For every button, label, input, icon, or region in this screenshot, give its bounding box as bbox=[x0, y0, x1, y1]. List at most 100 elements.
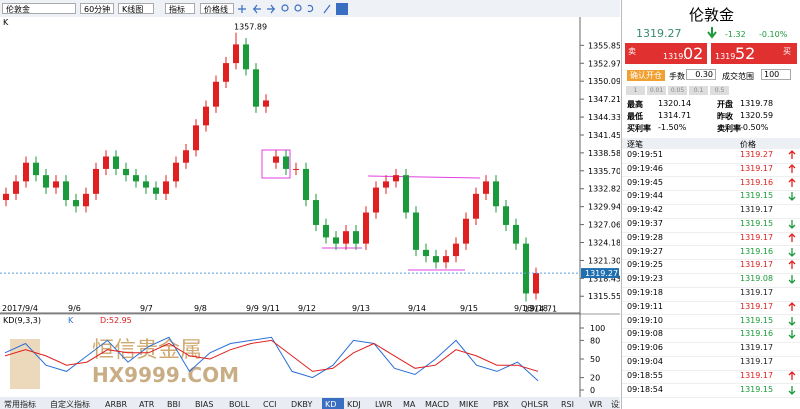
chart: K KD(9,3,3) K D:52.95 恒信贵金属 HX9999.COM 1… bbox=[0, 17, 620, 409]
y-tick-label: 1329.94 bbox=[588, 203, 620, 212]
tool-icons bbox=[238, 3, 348, 15]
tick-time: 09:19:06 bbox=[627, 343, 663, 353]
tick-price: 1319.17 bbox=[740, 343, 774, 353]
candle-body bbox=[203, 106, 209, 126]
tab[interactable]: KD bbox=[325, 400, 336, 409]
confirm-button[interactable]: 确认开仓 bbox=[627, 70, 665, 81]
tab[interactable]: 常用指标 bbox=[4, 399, 36, 409]
right-icon[interactable] bbox=[267, 4, 275, 14]
tick-price: 1319.17 bbox=[740, 301, 774, 311]
kd-tick-label: 100 bbox=[590, 324, 605, 333]
tick-arrow bbox=[788, 385, 796, 395]
buy-label: 买 bbox=[783, 47, 791, 56]
crosshair-icon[interactable] bbox=[238, 5, 246, 13]
tab[interactable]: BIAS bbox=[195, 400, 213, 409]
toolbar: 伦敦金 60分钟 K线图 指标 价格线 bbox=[0, 0, 620, 18]
kd-tick-label: 0 bbox=[590, 386, 595, 395]
y-tick-label: 1338.58 bbox=[588, 149, 620, 158]
sell-main: 1319. bbox=[663, 52, 686, 61]
price-line-select[interactable]: 价格线 bbox=[200, 3, 234, 14]
x-tick-label: 9/9 bbox=[246, 304, 259, 313]
tick-separator bbox=[622, 383, 800, 385]
kd-d-line bbox=[4, 339, 539, 372]
tab[interactable]: WR bbox=[589, 400, 603, 409]
link-icon[interactable] bbox=[336, 3, 348, 15]
tick-separator bbox=[622, 341, 800, 343]
period-select[interactable]: 60分钟 bbox=[80, 3, 114, 14]
lots-input[interactable]: 0.30 bbox=[686, 69, 716, 80]
quick-lots: 1 0.01 0.05 0.1 0.5 bbox=[626, 86, 800, 96]
candle-body bbox=[393, 175, 399, 182]
draw-icon[interactable] bbox=[323, 4, 331, 14]
quick-lot[interactable]: 1 bbox=[626, 86, 645, 95]
tab[interactable]: 设置 bbox=[611, 399, 620, 409]
candle-body bbox=[403, 175, 409, 213]
tab[interactable]: CCI bbox=[263, 400, 277, 409]
quick-lot[interactable]: 0.5 bbox=[710, 86, 729, 95]
tab[interactable]: MIKE bbox=[459, 400, 479, 409]
quick-lot[interactable]: 0.1 bbox=[689, 86, 708, 95]
tab[interactable]: BBI bbox=[167, 400, 180, 409]
tab[interactable]: DKBY bbox=[291, 400, 312, 409]
quick-lot[interactable]: 0.05 bbox=[668, 86, 687, 95]
tab[interactable]: MACD bbox=[425, 400, 449, 409]
candle-body bbox=[73, 200, 79, 207]
tab[interactable]: 自定义指标 bbox=[50, 399, 90, 409]
tick-price: 1319.15 bbox=[740, 384, 774, 394]
tick-time: 09:18:54 bbox=[627, 384, 663, 394]
candle-body bbox=[363, 212, 369, 244]
tab[interactable]: ATR bbox=[139, 400, 155, 409]
tick-time: 09:18:55 bbox=[627, 370, 663, 380]
candle-body bbox=[463, 218, 469, 244]
info-cell: 最低 bbox=[627, 112, 643, 121]
left-icon[interactable] bbox=[253, 4, 261, 14]
tick-arrow bbox=[788, 247, 796, 257]
x-tick-label: 9/6 bbox=[68, 304, 81, 313]
candle-body bbox=[443, 256, 449, 263]
tab[interactable]: MA bbox=[403, 400, 416, 409]
tab[interactable]: PBX bbox=[493, 400, 509, 409]
tick-arrow bbox=[788, 177, 796, 187]
indicator-select[interactable]: 指标 bbox=[165, 3, 195, 14]
zoom-in-icon[interactable] bbox=[281, 4, 289, 12]
zoom-out-icon[interactable] bbox=[294, 4, 302, 12]
tick-separator bbox=[622, 203, 800, 205]
tab[interactable]: LWR bbox=[375, 400, 393, 409]
x-tick-label: 9/11 bbox=[262, 304, 280, 313]
candle-body bbox=[123, 168, 129, 176]
tab[interactable]: RSI bbox=[561, 400, 574, 409]
tick-separator bbox=[622, 190, 800, 192]
tick-separator bbox=[622, 259, 800, 261]
tick-separator bbox=[622, 286, 800, 288]
panel-title: 伦敦金 bbox=[688, 6, 734, 24]
candle-body bbox=[213, 81, 219, 107]
buy-button[interactable]: 1319. 52 买 bbox=[711, 43, 797, 64]
tab[interactable]: KDJ bbox=[347, 400, 361, 409]
tick-price: 1319.17 bbox=[740, 357, 774, 366]
candle-body bbox=[293, 168, 299, 170]
info-cell: 1319.78 bbox=[740, 99, 774, 108]
tick-time: 09:19:04 bbox=[627, 357, 663, 366]
candle-body bbox=[313, 200, 319, 225]
tab[interactable]: BOLL bbox=[229, 400, 250, 409]
sell-button[interactable]: 卖 1319. 02 bbox=[625, 43, 707, 64]
x-tick-label: 9/15 bbox=[460, 304, 478, 313]
refresh-icon[interactable] bbox=[307, 4, 314, 13]
x-tick-label: 9/14 bbox=[408, 304, 426, 313]
tick-separator bbox=[622, 162, 800, 164]
tick-arrow bbox=[788, 163, 796, 173]
candle-body bbox=[503, 206, 509, 225]
trade-panel: 伦敦金 1319.27 -1.32 -0.10% 卖 1319. 02 1319… bbox=[621, 0, 800, 409]
range-input[interactable]: 100 bbox=[761, 69, 791, 80]
tab[interactable]: QHLSR bbox=[521, 400, 549, 409]
candle-body bbox=[233, 44, 239, 64]
chart-type-select[interactable]: K线图 bbox=[118, 3, 154, 14]
tick-time: 09:19:10 bbox=[627, 315, 663, 325]
symbol-select[interactable]: 伦敦金 bbox=[2, 3, 76, 14]
tab[interactable]: ARBR bbox=[105, 400, 128, 409]
y-tick-label: 1332.82 bbox=[588, 185, 620, 194]
quick-lot[interactable]: 0.01 bbox=[647, 86, 666, 95]
panel-change-pct: -0.10% bbox=[759, 30, 788, 39]
watermark: 恒信贵金属 HX9999.COM bbox=[10, 338, 239, 389]
tick-time: 09:19:27 bbox=[627, 246, 663, 256]
